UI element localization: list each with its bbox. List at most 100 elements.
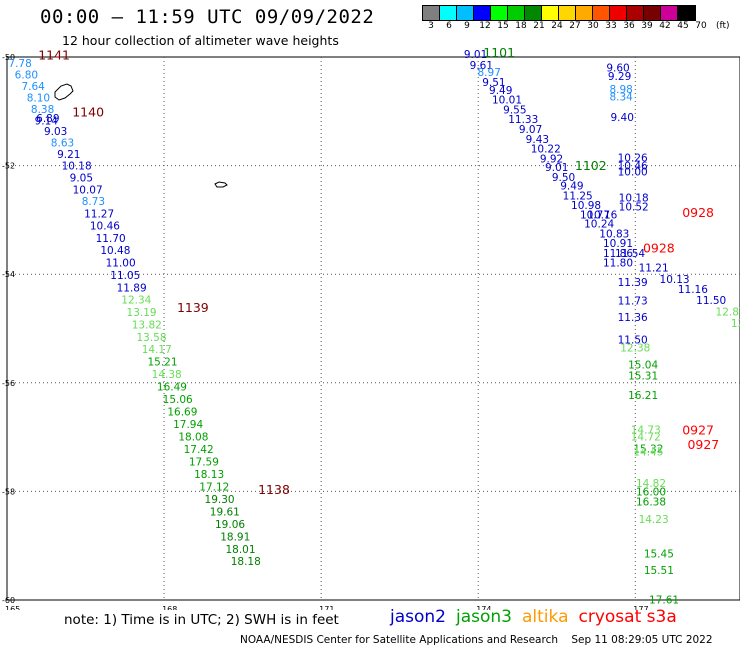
- time-label: 0928: [682, 205, 714, 220]
- swh-value: 9.49: [560, 180, 583, 192]
- swh-value: 11.21: [639, 262, 669, 274]
- swh-value: 6.80: [15, 70, 38, 82]
- swh-value: 8.38: [31, 104, 54, 116]
- legend-entry: jason3: [456, 607, 512, 627]
- swh-value: 9.07: [519, 124, 542, 136]
- swh-value: 14.45: [633, 447, 663, 459]
- y-tick-label: -50: [2, 53, 15, 62]
- swh-value: 12.9: [731, 318, 740, 330]
- swh-value: 14.38: [152, 369, 182, 381]
- colorbar-tick-label: 33: [605, 21, 617, 31]
- page-title: 00:00 – 11:59 UTC 09/09/2022: [40, 6, 375, 28]
- swh-value: 17.12: [199, 481, 229, 493]
- swh-value: 9.92: [540, 153, 563, 165]
- swh-value: 11.33: [508, 114, 538, 126]
- swh-value: 9.03: [44, 126, 67, 138]
- swh-value: 9.50: [552, 172, 575, 184]
- plot-frame: [6, 56, 740, 601]
- swh-value: 11.70: [96, 233, 126, 245]
- swh-value: 15.32: [633, 443, 663, 455]
- swh-value: 11.25: [563, 190, 593, 202]
- y-tick-label: -52: [2, 162, 15, 171]
- swh-value: 8.63: [51, 138, 74, 150]
- legend-entry: jason2: [390, 607, 446, 627]
- footer-credit: NOAA/NESDIS Center for Satellite Applica…: [240, 634, 713, 646]
- swh-value: 18.18: [231, 556, 261, 568]
- time-label: 1140: [72, 105, 104, 120]
- swh-value: 9.49: [489, 85, 512, 97]
- colorbar-tick-label: 70: [695, 21, 707, 31]
- swh-value: 10.13: [660, 274, 690, 286]
- colorbar-tick-label: 36: [623, 21, 635, 31]
- swh-value: 9.01: [545, 162, 568, 174]
- colorbar-tick-label: 6: [446, 21, 452, 31]
- swh-value: 8.97: [478, 67, 501, 79]
- time-label: 0927: [682, 422, 714, 437]
- swh-value: 10.01: [492, 95, 522, 107]
- swh-value: 10.91: [603, 238, 633, 250]
- time-label: 1141: [38, 48, 70, 63]
- x-tick-label: 165: [5, 605, 20, 610]
- swh-value: 8.98: [609, 84, 632, 96]
- swh-value: 9.14: [35, 115, 59, 127]
- swh-value: 9.05: [70, 172, 93, 184]
- swh-value: 13.58: [136, 332, 166, 344]
- island-outline: [54, 83, 74, 101]
- swh-value: 19.30: [205, 494, 235, 506]
- swh-value: 17.42: [184, 444, 214, 456]
- colorbar-swatch: [644, 6, 661, 20]
- swh-value: 11.89: [117, 283, 147, 295]
- colorbar-swatch: [610, 6, 627, 20]
- swh-value: 13.82: [132, 320, 162, 332]
- swh-value: 15.31: [628, 371, 658, 383]
- swh-value: 10.00: [618, 166, 648, 178]
- page-subtitle: 12 hour collection of altimeter wave hei…: [62, 33, 339, 48]
- swh-value: 11.80: [603, 258, 633, 270]
- swh-value: 14.73: [631, 424, 661, 436]
- colorbar-swatch: [661, 6, 678, 20]
- colorbar-swatch: [593, 6, 610, 20]
- swh-value: 10.16: [587, 209, 617, 221]
- swh-value: 9.55: [503, 104, 526, 116]
- colorbar-tick-label: 39: [641, 21, 653, 31]
- swh-value: 11.39: [618, 277, 648, 289]
- swh-value: 15.06: [163, 394, 193, 406]
- swh-value: 6.89: [36, 113, 59, 125]
- swh-value: 9.43: [526, 134, 549, 146]
- colorbar-swatch: [576, 6, 593, 20]
- swh-value: 10.18: [62, 160, 92, 172]
- colorbar-tick-label: 24: [551, 21, 563, 31]
- swh-value: 10.77: [580, 209, 610, 221]
- swh-value: 18.91: [220, 531, 250, 543]
- swh-value: 15.45: [644, 549, 674, 561]
- colorbar-swatch: [678, 6, 695, 20]
- swh-value: 10.26: [618, 152, 648, 164]
- swh-value: 7.64: [21, 81, 45, 93]
- swh-value: 9.61: [470, 60, 493, 72]
- swh-value: 10.22: [531, 144, 561, 156]
- swh-value: 15.04: [628, 360, 658, 372]
- swh-value: 9.60: [606, 63, 629, 75]
- swh-value: 10.83: [599, 228, 629, 240]
- swh-value: 11.73: [618, 296, 648, 308]
- colorbar-tick-label: 27: [569, 21, 581, 31]
- swh-value: 9.29: [608, 71, 631, 83]
- swh-value: 16.00: [636, 487, 666, 499]
- swh-value: 14.17: [142, 344, 172, 356]
- swh-value: 12.38: [620, 342, 650, 354]
- colorbar-swatch: [542, 6, 559, 20]
- colorbar: [422, 5, 696, 21]
- colorbar-tick-label: 3: [428, 21, 434, 31]
- swh-value: 10.52: [619, 202, 649, 214]
- swh-value: 11.36: [618, 312, 648, 324]
- time-label: 1138: [258, 482, 290, 497]
- swh-value: 16.38: [636, 497, 666, 509]
- colorbar-unit: (ft): [716, 21, 730, 31]
- swh-value: 17.94: [173, 419, 203, 431]
- swh-value: 11.50: [618, 335, 648, 347]
- swh-value: 12.87: [716, 306, 740, 318]
- colorbar-tick-label: 21: [533, 21, 545, 31]
- colorbar-tick-label: 45: [677, 21, 689, 31]
- swh-value: 13.19: [127, 307, 157, 319]
- swh-value: 10.48: [100, 245, 130, 257]
